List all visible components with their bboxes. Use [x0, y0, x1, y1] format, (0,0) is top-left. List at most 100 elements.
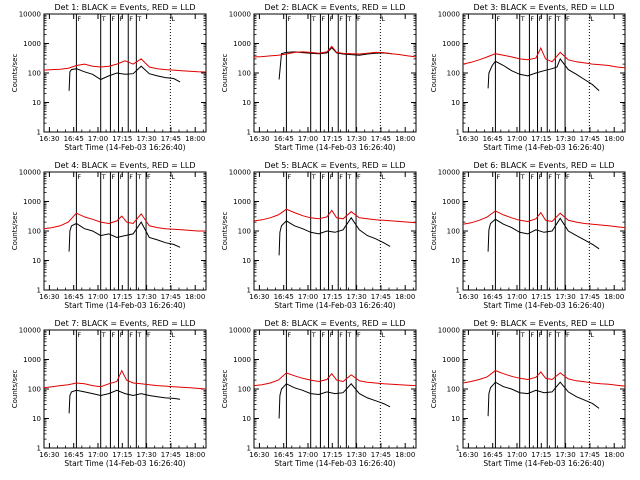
y-axis-label: Counts/sec — [221, 370, 229, 409]
state-marker: T — [346, 331, 351, 339]
state-marker: F — [530, 173, 534, 181]
y-tick-label: 1000 — [23, 40, 41, 48]
state-marker: F — [339, 173, 343, 181]
state-marker: F — [539, 331, 543, 339]
x-tick-label: 17:45 — [580, 451, 600, 459]
state-marker: F — [120, 331, 124, 339]
state-marker: F — [287, 331, 291, 339]
y-axis-label: Counts/sec — [11, 370, 19, 409]
series-events-line — [68, 65, 181, 91]
state-marker: L — [590, 331, 594, 339]
state-marker: F — [287, 173, 291, 181]
x-tick-label: 17:15 — [531, 135, 551, 143]
x-tick-label: 16:45 — [64, 293, 84, 301]
y-tick-label: 10 — [32, 415, 41, 423]
y-tick-label: 100 — [447, 386, 460, 394]
x-tick-label: 17:30 — [556, 135, 576, 143]
y-axis-label: Counts/sec — [221, 212, 229, 251]
state-marker: T — [520, 331, 525, 339]
y-tick-label: 1 — [37, 129, 41, 137]
state-marker: F — [147, 173, 151, 181]
y-axis-label: Counts/sec — [11, 54, 19, 93]
x-tick-label: 18:00 — [604, 135, 624, 143]
x-tick-label: 16:30 — [249, 135, 269, 143]
series-lld-line — [253, 45, 417, 58]
x-tick-label: 17:15 — [112, 293, 132, 301]
state-marker: L — [171, 15, 175, 23]
x-tick-label: 17:45 — [580, 135, 600, 143]
y-tick-label: 1000 — [233, 198, 251, 206]
state-marker: F — [330, 15, 334, 23]
y-tick-label: 1000 — [442, 356, 460, 364]
state-marker: F — [339, 15, 343, 23]
state-marker: F — [357, 331, 361, 339]
y-tick-label: 100 — [28, 70, 41, 78]
x-tick-label: 16:45 — [64, 451, 84, 459]
panel-title: Det 3: BLACK = Events, RED = LLD — [474, 3, 615, 12]
state-marker: F — [330, 173, 334, 181]
y-tick-label: 1 — [37, 445, 41, 453]
x-tick-label: 18:00 — [604, 451, 624, 459]
x-tick-label: 16:30 — [458, 293, 478, 301]
x-tick-label: 18:00 — [395, 451, 415, 459]
y-tick-label: 10 — [242, 99, 251, 107]
x-axis-label: Start Time (14-Feb-03 16:26:40) — [483, 459, 604, 468]
state-marker: F — [147, 331, 151, 339]
x-axis-label: Start Time (14-Feb-03 16:26:40) — [64, 143, 185, 152]
plot-frame — [462, 171, 626, 291]
x-tick-label: 18:00 — [395, 135, 415, 143]
y-tick-label: 10000 — [19, 11, 41, 19]
y-tick-label: 10 — [451, 415, 460, 423]
series-events-line — [487, 57, 600, 92]
x-tick-label: 18:00 — [185, 293, 205, 301]
state-marker: T — [136, 331, 141, 339]
state-marker: T — [101, 173, 106, 181]
x-tick-label: 18:00 — [604, 293, 624, 301]
y-tick-label: 10 — [451, 99, 460, 107]
x-tick-label: 17:15 — [531, 293, 551, 301]
x-axis-label: Start Time (14-Feb-03 16:26:40) — [274, 143, 395, 152]
panel-det-3: Det 3: BLACK = Events, RED = LLD 1 10 100 10… — [430, 3, 626, 152]
y-tick-label: 10 — [242, 257, 251, 265]
state-marker: F — [548, 173, 552, 181]
state-marker: T — [520, 173, 525, 181]
x-tick-label: 16:45 — [274, 135, 294, 143]
x-axis-label: Start Time (14-Feb-03 16:26:40) — [64, 459, 185, 468]
series-lld-line — [253, 208, 417, 224]
y-tick-label: 10000 — [19, 169, 41, 177]
series-lld-line — [462, 370, 626, 387]
state-marker: F — [111, 15, 115, 23]
y-tick-label: 1000 — [442, 40, 460, 48]
series-lld-line — [462, 46, 626, 69]
y-axis-label: Counts/sec — [221, 54, 229, 93]
y-tick-label: 10000 — [438, 169, 460, 177]
series-events-line — [487, 217, 600, 252]
state-marker: F — [496, 173, 500, 181]
y-tick-label: 100 — [28, 386, 41, 394]
y-axis-label: Counts/sec — [430, 54, 438, 93]
state-marker: T — [311, 15, 316, 23]
x-axis-label: Start Time (14-Feb-03 16:26:40) — [483, 143, 604, 152]
y-tick-label: 10000 — [229, 327, 251, 335]
panel-title: Det 7: BLACK = Events, RED = LLD — [55, 319, 196, 328]
panel-title: Det 9: BLACK = Events, RED = LLD — [474, 319, 615, 328]
x-tick-label: 17:00 — [88, 451, 108, 459]
plot-frame — [253, 329, 417, 449]
plot-frame — [253, 171, 417, 291]
state-marker: T — [346, 15, 351, 23]
x-tick-label: 16:30 — [458, 451, 478, 459]
panel-det-5: Det 5: BLACK = Events, RED = LLD 1 10 100 10… — [221, 161, 417, 310]
y-tick-label: 10 — [32, 99, 41, 107]
state-marker: F — [530, 331, 534, 339]
x-tick-label: 17:45 — [161, 293, 181, 301]
x-tick-label: 17:00 — [298, 135, 318, 143]
x-tick-label: 17:30 — [347, 135, 367, 143]
x-tick-label: 18:00 — [185, 451, 205, 459]
state-marker: F — [129, 173, 133, 181]
panel-det-8: Det 8: BLACK = Events, RED = LLD 1 10 100 10… — [221, 319, 417, 468]
series-lld-line — [43, 369, 207, 390]
series-events-line — [278, 46, 392, 80]
y-tick-label: 100 — [238, 228, 251, 236]
state-marker: T — [101, 15, 106, 23]
y-axis-label: Counts/sec — [11, 212, 19, 251]
